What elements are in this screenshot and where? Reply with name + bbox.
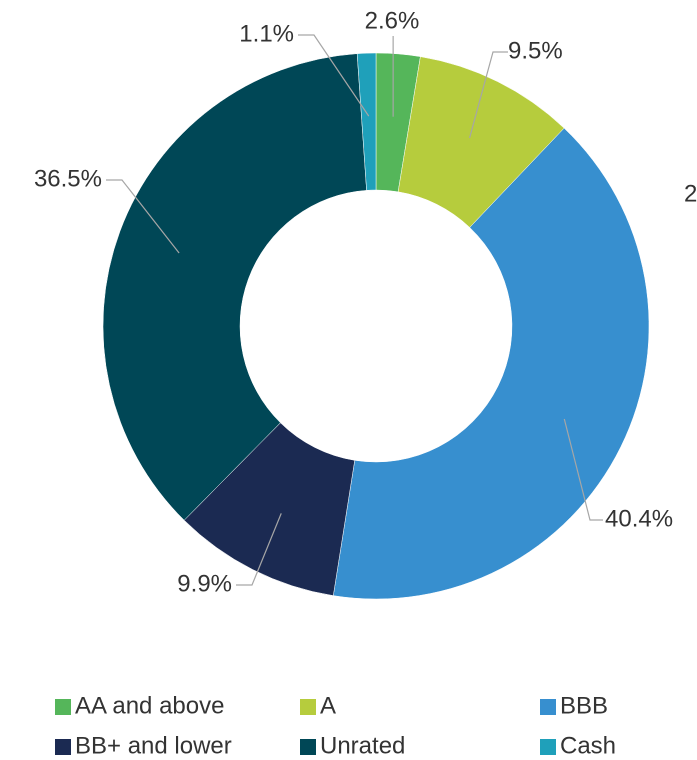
- legend-label: AA and above: [75, 692, 224, 719]
- leader-line: [563, 418, 603, 521]
- leader-line: [106, 179, 180, 254]
- annotation: 2: [684, 180, 697, 207]
- data-label: 9.9%: [177, 570, 232, 597]
- legend-swatch: [540, 739, 556, 755]
- legend-label: BBB: [560, 692, 608, 719]
- slice: [102, 53, 367, 521]
- leader-line: [236, 513, 282, 586]
- legend-swatch: [55, 739, 71, 755]
- data-label: 36.5%: [34, 165, 102, 192]
- leader-line: [468, 51, 508, 139]
- slice: [356, 52, 377, 191]
- data-label: 1.1%: [239, 20, 294, 47]
- legend-label: Cash: [560, 732, 616, 759]
- leader-line: [298, 34, 370, 117]
- legend-swatch: [300, 699, 316, 715]
- data-label: 2.6%: [365, 7, 420, 34]
- legend-label: BB+ and lower: [75, 732, 232, 759]
- data-label: 9.5%: [508, 37, 563, 64]
- legend-label: A: [320, 692, 336, 719]
- legend-label: Unrated: [320, 732, 405, 759]
- legend-swatch: [55, 699, 71, 715]
- data-label: 40.4%: [605, 505, 673, 532]
- legend-swatch: [300, 739, 316, 755]
- legend-swatch: [540, 699, 556, 715]
